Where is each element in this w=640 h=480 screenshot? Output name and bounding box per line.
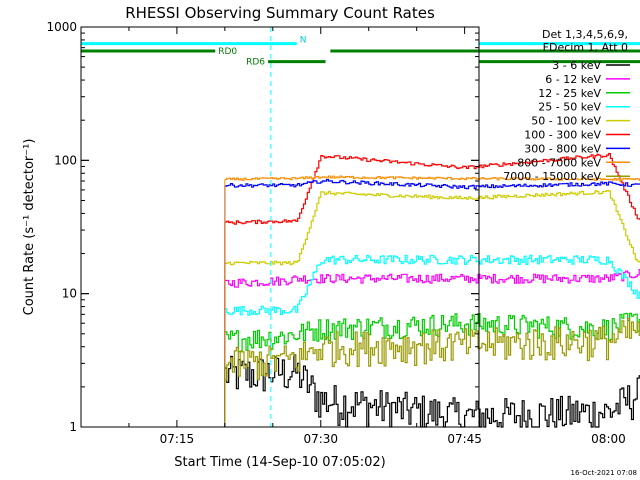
legend-label: 50 - 100 keV [531,115,601,128]
legend-label: 3 - 6 keV [552,59,601,72]
series-line-1 [224,269,640,288]
legend-label: 7000 - 15000 keV [503,170,601,183]
plot-frame [80,26,480,428]
series-line-3 [224,254,640,316]
series-line-7 [224,175,640,181]
legend-label: 800 - 7000 keV [517,156,601,169]
flag-label-rd0: RD0 [218,47,237,57]
y-axis: 1 10 100 1000 [46,20,479,434]
footer-timestamp: 16-Oct-2021 07:08 [571,469,637,477]
x-tick-label: 07:45 [447,432,482,446]
series-line-6 [224,179,640,190]
series-line-8 [224,318,640,381]
flag-label-n: N [300,36,307,46]
y-tick-label: 1 [69,420,77,434]
series-line-0 [224,354,640,428]
legend: Det 1,3,4,5,6,9,FDecim 1, Att 0 3 - 6 keV… [503,28,630,183]
legend-header-line: Det 1,3,4,5,6,9, [542,28,628,41]
legend-label: 25 - 50 keV [538,101,601,114]
y-tick-label: 1000 [46,20,77,34]
legend-label: 100 - 300 keV [524,129,601,142]
x-tick-label: 07:15 [160,432,195,446]
x-axis-label: Start Time (14-Sep-10 07:05:02) [174,455,385,470]
chart-title: RHESSI Observing Summary Count Rates [125,4,435,22]
flag-label-rd6: RD6 [246,58,265,68]
legend-label: 300 - 800 keV [524,142,601,155]
series-line-5 [224,153,640,225]
series-line-4 [224,190,640,266]
x-tick-label: 08:00 [591,432,626,446]
plot-area: N RD0 RD6 [80,27,640,428]
legend-label: 6 - 12 keV [545,73,601,86]
y-tick-label: 10 [62,287,77,301]
legend-label: 12 - 25 keV [538,87,601,100]
y-axis-label: Count Rate (s⁻¹ detector⁻¹) [22,139,37,316]
x-tick-label: 07:30 [303,432,338,446]
y-tick-label: 100 [54,153,77,167]
legend-header-line: FDecim 1, Att 0 [543,41,628,54]
